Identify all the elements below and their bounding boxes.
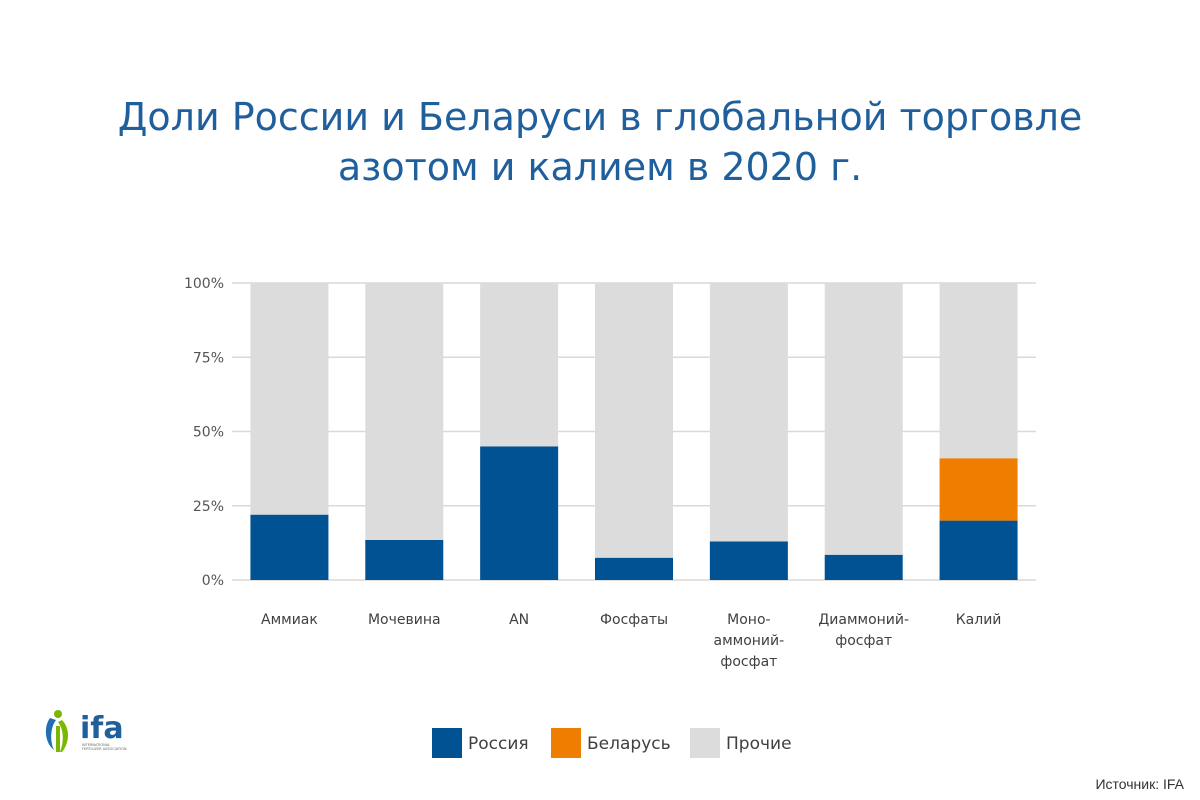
legend-swatch: [551, 728, 581, 758]
bar-segment: [824, 283, 903, 555]
bar-segment: [250, 514, 329, 580]
legend: Россия Беларусь Прочие: [432, 728, 792, 758]
y-tick-label: 0%: [202, 573, 224, 589]
x-category-label: Диаммоний-фосфат: [818, 612, 909, 649]
bar-segment: [480, 446, 559, 580]
chart-title-line-1: Доли России и Беларуси в глобальной торг…: [117, 95, 1083, 139]
legend-label: Россия: [468, 734, 529, 754]
legend-swatch: [690, 728, 720, 758]
bar-segment: [709, 283, 788, 542]
bar-segment: [709, 541, 788, 580]
y-tick-label: 25%: [193, 499, 224, 515]
bars: [250, 283, 1018, 580]
bar-segment: [595, 557, 673, 580]
legend-swatch: [432, 728, 462, 758]
x-category-label: Мочевина: [368, 612, 441, 628]
bar-segment: [480, 283, 559, 447]
bar-segment: [939, 283, 1018, 459]
legend-item: Беларусь: [551, 728, 671, 758]
chart-title: Доли России и Беларуси в глобальной торг…: [0, 92, 1200, 192]
x-category-label: AN: [509, 612, 529, 628]
svg-text:INTERNATIONAL: INTERNATIONAL: [82, 743, 110, 747]
y-tick-label: 50%: [193, 425, 224, 441]
bar-segment: [365, 539, 444, 580]
x-axis-labels: Аммиак Мочевина AN Фосфаты Моно-аммоний-фосф…: [261, 612, 1001, 670]
bar-segment: [939, 458, 1018, 521]
bar-segment: [250, 283, 329, 515]
y-tick-label: 100%: [184, 276, 224, 292]
svg-text:FERTILIZER ASSOCIATION: FERTILIZER ASSOCIATION: [82, 747, 127, 751]
y-axis-ticks: 0% 25% 50% 75% 100%: [184, 276, 224, 589]
chart-title-line-2: азотом и калием в 2020 г.: [337, 145, 863, 189]
legend-item: Россия: [432, 728, 529, 758]
x-category-label: Моно-аммоний-фосфат: [714, 612, 785, 670]
x-category-label: Аммиак: [261, 612, 318, 628]
legend-item: Прочие: [690, 728, 792, 758]
svg-text:ifa: ifa: [80, 711, 124, 746]
bar-segment: [595, 283, 673, 558]
x-category-label: Калий: [956, 612, 1002, 628]
source-note: Источник: IFA: [1095, 776, 1184, 792]
y-tick-label: 75%: [193, 350, 224, 366]
ifa-logo: ifa INTERNATIONAL FERTILIZER ASSOCIATION: [45, 710, 127, 752]
bar-segment: [824, 554, 903, 580]
bar-segment: [939, 520, 1018, 580]
x-category-label: Фосфаты: [600, 612, 668, 628]
legend-label: Беларусь: [587, 734, 671, 754]
legend-label: Прочие: [726, 734, 792, 754]
bar-segment: [365, 283, 444, 540]
